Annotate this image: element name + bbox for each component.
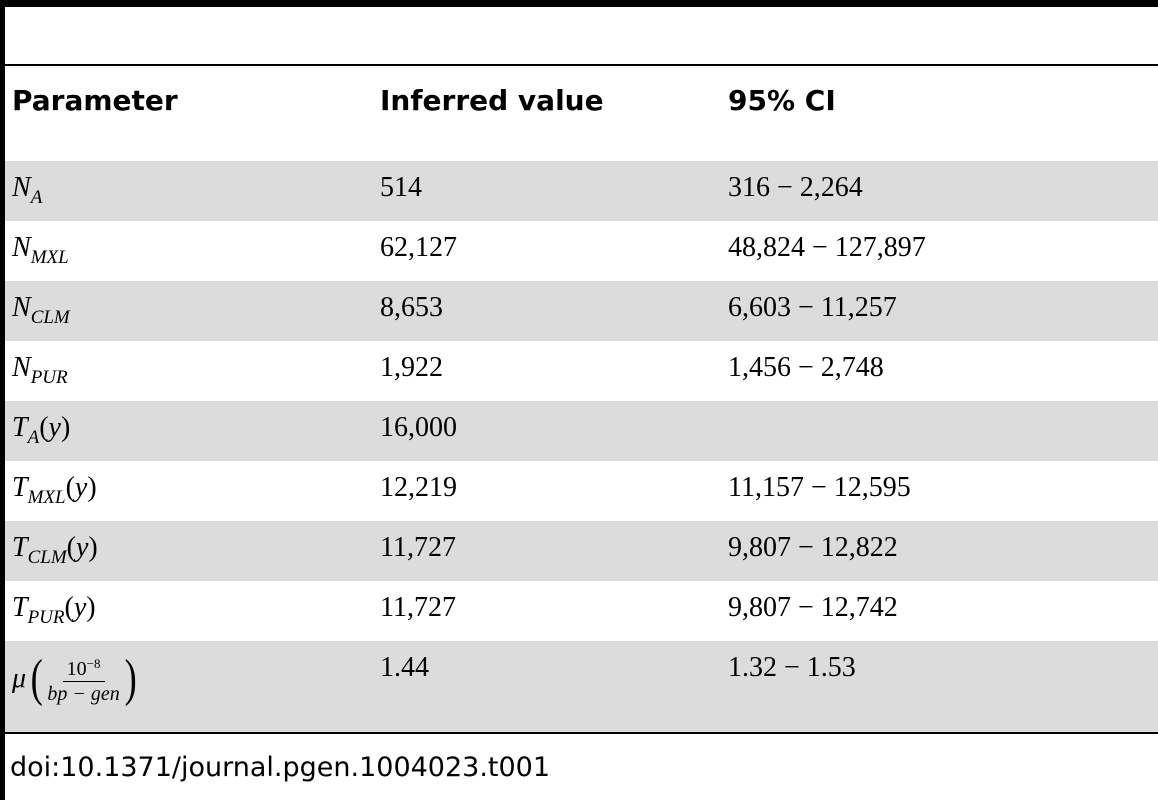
ci-cell: 9,807 − 12,742 <box>728 592 898 623</box>
parameter-subscript: MXL <box>30 247 69 268</box>
parameter-cell: TPUR(y) <box>12 591 96 635</box>
table-row-mu: μ ( 10−8 bp − gen ) 1.44 1.32 − 1.53 <box>5 641 1158 732</box>
table-top-rule <box>0 0 1158 7</box>
parameter-unit: y <box>75 532 89 563</box>
parameter-symbol: N <box>12 232 31 263</box>
close-paren: ) <box>86 592 96 623</box>
table-row: TMXL(y) 12,219 11,157 − 12,595 <box>5 461 1158 521</box>
open-paren: ( <box>64 592 74 623</box>
column-header-ci: 95% CI <box>728 84 836 117</box>
inferred-value-cell: 1,922 <box>380 352 443 383</box>
ci-cell: 11,157 − 12,595 <box>728 472 911 503</box>
numerator-exponent: −8 <box>86 656 101 671</box>
inferred-value-cell: 12,219 <box>380 472 457 503</box>
inferred-value-cell: 16,000 <box>380 412 457 443</box>
parameter-symbol: T <box>12 472 28 503</box>
open-paren: ( <box>39 412 49 443</box>
table-bottom-rule <box>0 732 1158 734</box>
mu-symbol: μ <box>12 663 27 694</box>
parameter-cell: NA <box>12 171 42 215</box>
left-paren: ( <box>30 650 43 707</box>
table-row: NMXL 62,127 48,824 − 127,897 <box>5 221 1158 281</box>
close-paren: ) <box>88 532 98 563</box>
table-row: NCLM 8,653 6,603 − 11,257 <box>5 281 1158 341</box>
fraction-denominator: bp − gen <box>47 683 120 705</box>
column-header-parameter: Parameter <box>12 84 178 117</box>
ci-cell: 9,807 − 12,822 <box>728 532 898 563</box>
inferred-value-cell: 11,727 <box>380 592 456 623</box>
parameter-unit: y <box>48 412 61 443</box>
ci-cell: 316 − 2,264 <box>728 172 863 203</box>
inferred-value-cell: 1.44 <box>380 652 429 683</box>
parameter-subscript: A <box>30 187 43 208</box>
parameter-subscript: PUR <box>27 607 65 628</box>
inferred-value-cell: 11,727 <box>380 532 456 563</box>
parameter-cell: μ ( 10−8 bp − gen ) <box>12 647 139 711</box>
parameter-symbol: T <box>12 412 28 443</box>
open-paren: ( <box>66 532 76 563</box>
ci-cell: 1,456 − 2,748 <box>728 352 884 383</box>
table-row: NPUR 1,922 1,456 − 2,748 <box>5 341 1158 401</box>
table-row: NA 514 316 − 2,264 <box>5 161 1158 221</box>
parameter-symbol: N <box>12 352 31 383</box>
inferred-value-cell: 514 <box>380 172 422 203</box>
mu-unit-fraction: 10−8 bp − gen <box>47 653 119 705</box>
parameter-unit: y <box>74 472 88 503</box>
close-paren: ) <box>87 472 97 503</box>
close-paren: ) <box>60 412 71 443</box>
table-row: TPUR(y) 11,727 9,807 − 12,742 <box>5 581 1158 641</box>
parameter-symbol: N <box>12 172 31 203</box>
parameter-subscript: PUR <box>30 367 68 388</box>
parameter-cell: NCLM <box>12 291 70 335</box>
parameter-subscript: CLM <box>30 307 70 328</box>
right-paren: ) <box>124 650 137 707</box>
parameter-subscript: MXL <box>27 487 66 508</box>
parameter-symbol: T <box>12 592 28 623</box>
parameter-subscript: A <box>27 427 40 448</box>
inferred-value-cell: 8,653 <box>380 292 443 323</box>
table-left-rule <box>0 0 5 800</box>
column-header-inferred-value: Inferred value <box>380 84 604 117</box>
ci-cell: 48,824 − 127,897 <box>728 232 926 263</box>
parameter-subscript: CLM <box>27 547 67 568</box>
parameter-unit: y <box>73 592 87 623</box>
parameter-cell: NMXL <box>12 231 69 275</box>
numerator-base: 10 <box>66 658 87 680</box>
table-header-rule <box>0 64 1158 66</box>
open-paren: ( <box>65 472 75 503</box>
inferred-value-cell: 62,127 <box>380 232 457 263</box>
parameter-cell: NPUR <box>12 351 68 395</box>
ci-cell: 1.32 − 1.53 <box>728 652 856 683</box>
fraction-numerator: 10−8 <box>62 653 105 682</box>
parameter-cell: TMXL(y) <box>12 471 97 515</box>
parameter-symbol: N <box>12 292 31 323</box>
ci-cell: 6,603 − 11,257 <box>728 292 897 323</box>
parameter-cell: TA(y) <box>12 411 70 455</box>
parameter-symbol: T <box>12 532 28 563</box>
table-row: TCLM(y) 11,727 9,807 − 12,822 <box>5 521 1158 581</box>
parameter-cell: TCLM(y) <box>12 531 98 575</box>
table-row: TA(y) 16,000 <box>5 401 1158 461</box>
doi-footer: doi:10.1371/journal.pgen.1004023.t001 <box>10 752 551 783</box>
